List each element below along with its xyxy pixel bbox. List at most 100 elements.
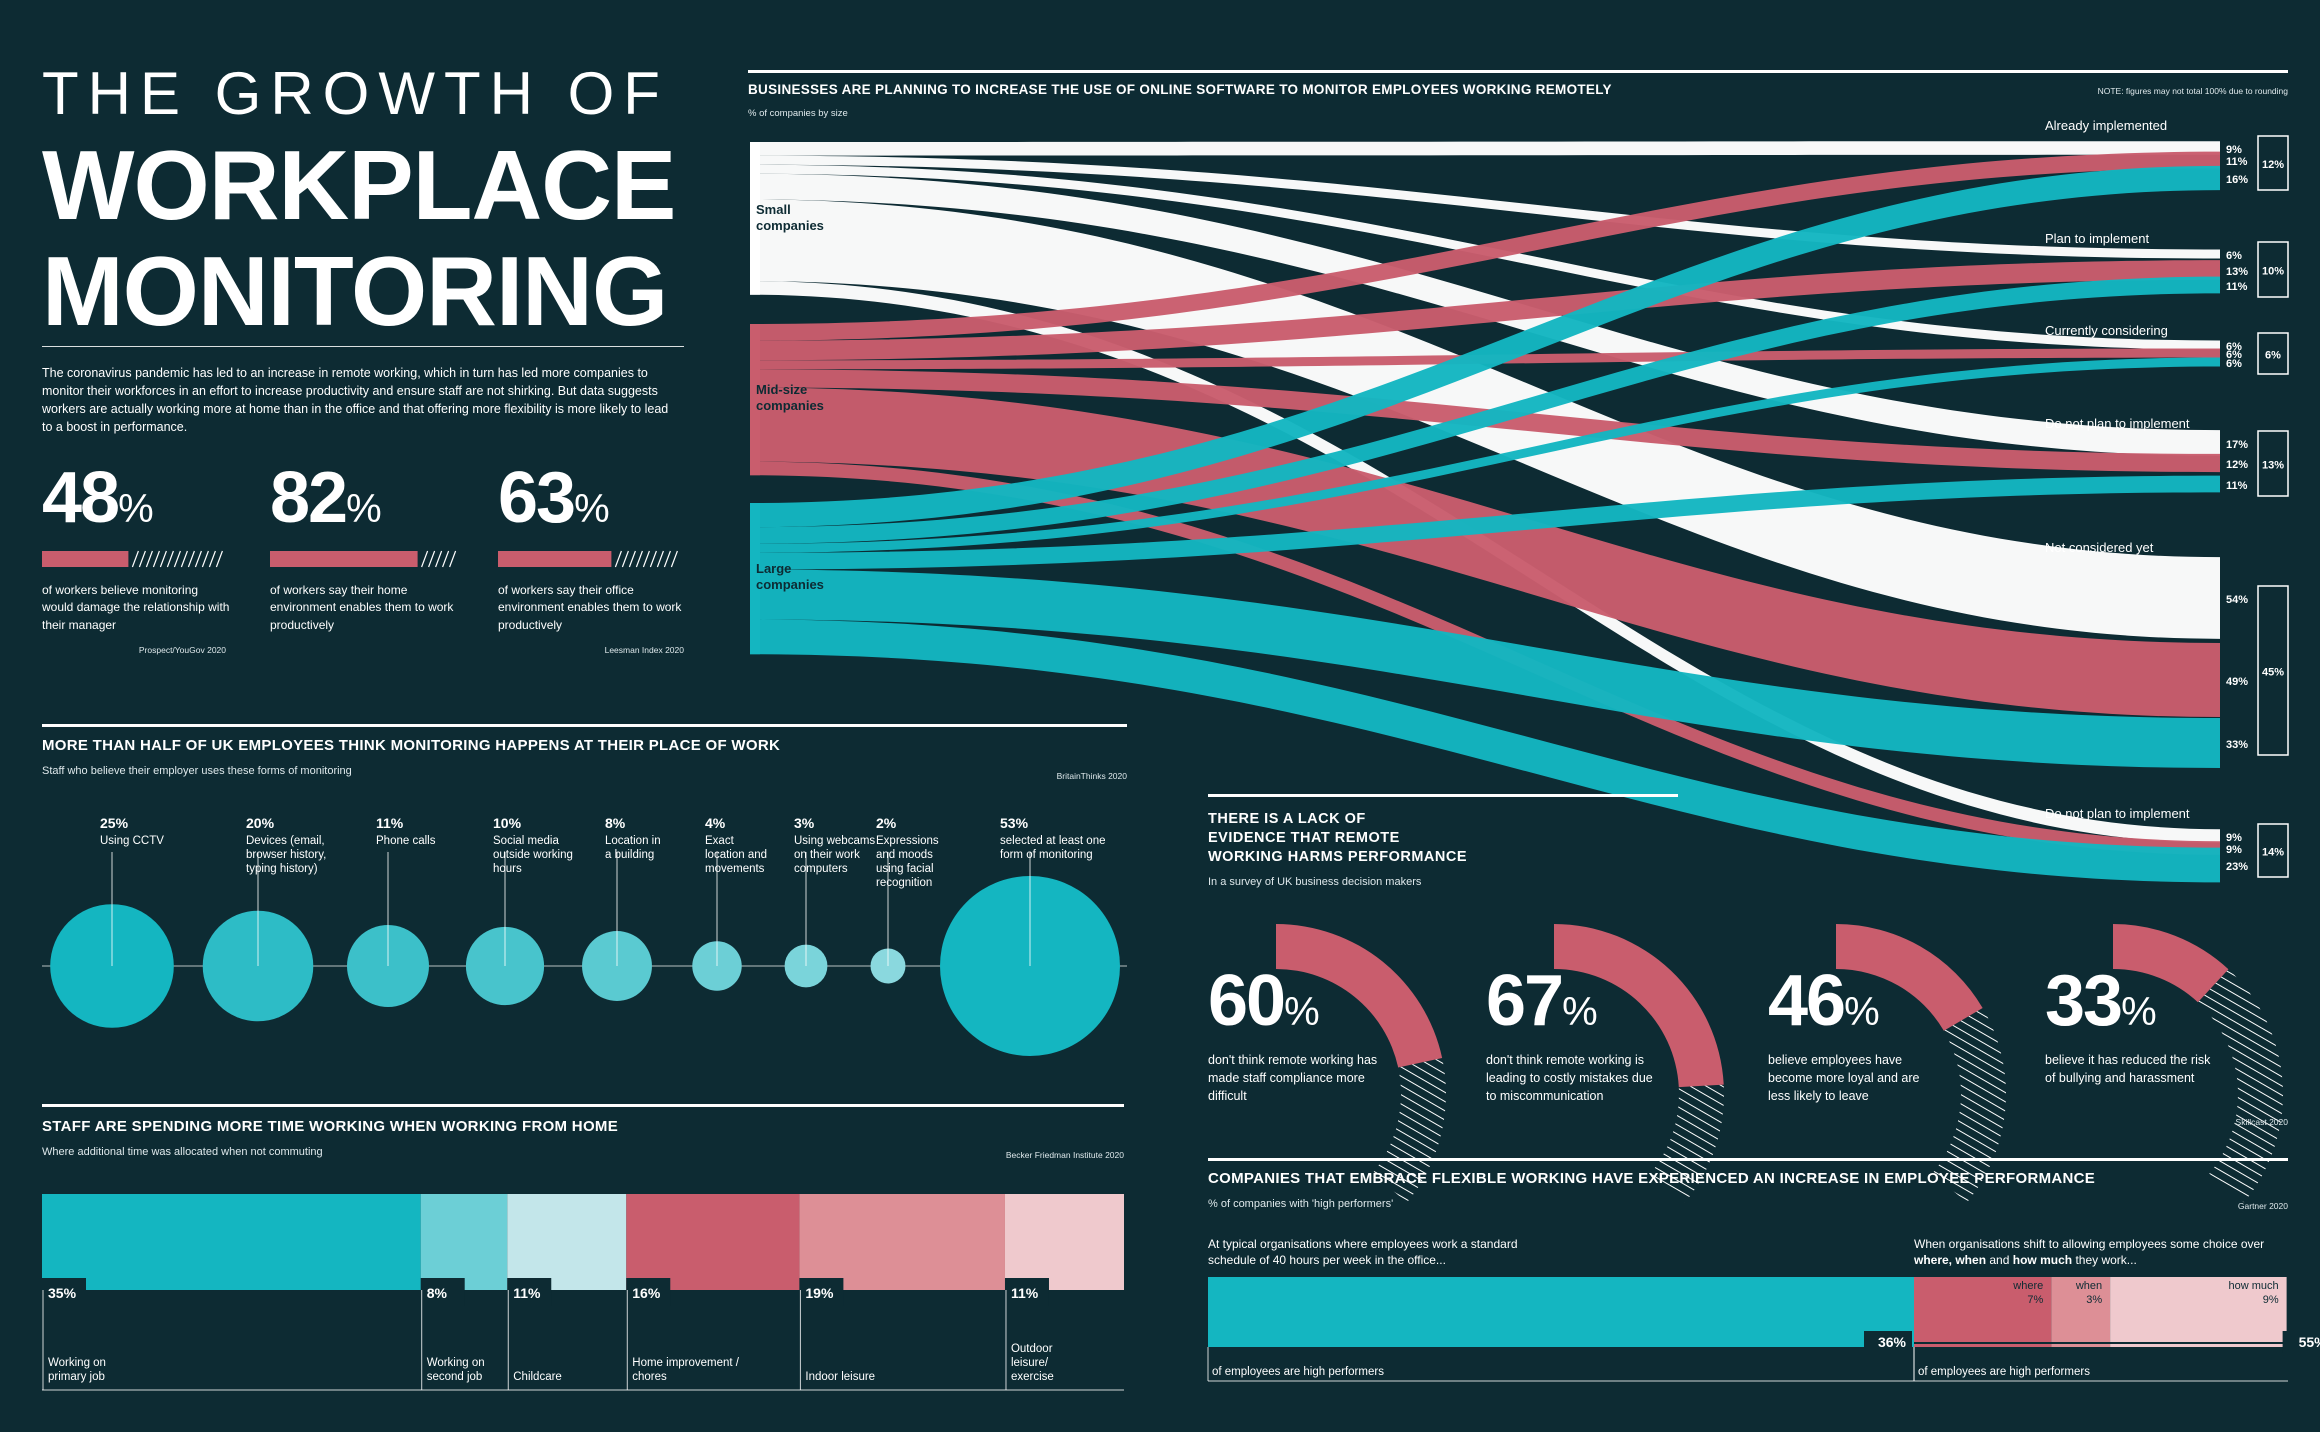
time-bar-label-bg [799, 1278, 844, 1306]
stat-percent-sign: % [574, 487, 610, 531]
evidence-arc-fill [1554, 924, 1724, 1088]
evidence-subtitle: In a survey of UK business decision make… [1208, 876, 1422, 888]
sankey-flow-mid-size-companies-1 [750, 151, 2220, 341]
evidence-arc-fill [1836, 924, 1983, 1031]
flex-left-text: At typical organisations where employees… [1208, 1237, 1518, 1268]
time-subtitle: Where additional time was allocated when… [42, 1146, 323, 1158]
evidence-text: believe employees have become more loyal… [1768, 1053, 1920, 1104]
hatch-line [159, 550, 167, 568]
evidence-arc-hatch [1650, 1084, 1725, 1203]
sankey-value-label: 6% [2226, 358, 2242, 370]
sankey-value-label: 9% [2226, 844, 2242, 856]
bubble-category-label: Social media [493, 835, 559, 847]
hatch-line [449, 550, 457, 568]
evidence-item-4: 33% believe it has reduced the risk of bu… [2045, 965, 2265, 1087]
sankey-total-bracket [2257, 430, 2289, 497]
sankey-flow-large-companies-4 [750, 475, 2220, 570]
bubble-category-label: Phone calls [376, 835, 436, 847]
evidence-text: don't think remote working has made staf… [1208, 1053, 1378, 1104]
sankey-flow-large-companies-6 [750, 619, 2220, 883]
flex-segment-value: 3% [2086, 1294, 2102, 1306]
flex-right-text-a: When organisations shift to allowing emp… [1914, 1237, 2265, 1251]
hatch-line [194, 550, 202, 568]
sankey-value-label: 11% [2226, 156, 2248, 168]
bubble-value-label: 2% [876, 815, 897, 831]
monitoring-source: BritainThinks 2020 [1056, 771, 1127, 781]
evidence-rule [1208, 794, 1678, 797]
stat-number: 82% [270, 462, 460, 534]
evidence-percent-sign: % [2121, 990, 2157, 1034]
time-bar-label-bg [42, 1278, 86, 1306]
flex-right-text-b: where, when [1914, 1253, 1987, 1268]
hatch-line [152, 550, 160, 568]
stat-bar-fill [498, 551, 612, 567]
evidence-arc-fill [2113, 924, 2229, 1003]
bubble-category-label: Exact [705, 835, 735, 847]
bubble-value-label: 8% [605, 815, 626, 831]
time-bar-segment [42, 1194, 421, 1290]
sankey-value-label: 49% [2226, 676, 2248, 688]
time-bar-segment [507, 1194, 627, 1290]
flex-segment-label: where [2012, 1280, 2043, 1292]
sankey-sources: SmallcompaniesMid-sizecompaniesLargecomp… [750, 142, 824, 655]
bubble-category-label: Using webcams [794, 835, 875, 847]
bubble-value-label: 4% [705, 815, 726, 831]
stat-text: of workers say their home environment en… [270, 583, 454, 632]
hatch-line [138, 550, 146, 568]
sankey-total-bracket [2257, 585, 2289, 756]
time-bar-segment [1004, 1194, 1124, 1290]
hatch-line [628, 550, 636, 568]
hatch-line [173, 550, 181, 568]
hatch-line [187, 550, 195, 568]
flex-right-label-bg [2282, 1331, 2320, 1353]
monitoring-rule [42, 724, 1127, 727]
sankey-target-label: Do not plan to implement [2045, 416, 2190, 431]
time-bar-value-label: 19% [805, 1285, 834, 1301]
time-rule [42, 1104, 1124, 1107]
bubble-category-label: and moods [876, 849, 933, 861]
bubble-category-label: Devices (email, [246, 835, 325, 847]
sankey-value-label: 6% [2226, 341, 2242, 353]
bubble-category-label: form of monitoring [1000, 849, 1093, 861]
flex-segment-where [1914, 1277, 2052, 1347]
hatch-line [428, 550, 436, 568]
stats-source-2: Leesman Index 2020 [604, 645, 684, 655]
sankey-source-bar [750, 324, 760, 476]
time-bar-chart: 35% Working on primary job 8% Working on seco… [42, 1194, 1124, 1391]
stat-text: of workers say their office environment … [498, 583, 682, 632]
bubble-category-label: a building [605, 849, 654, 861]
flex-segment-how-much [2110, 1277, 2287, 1347]
hatch-line [421, 550, 429, 568]
evidence-number: 46% [1768, 965, 1988, 1037]
stat-value: 82 [270, 458, 348, 538]
evidence-value: 33 [2045, 961, 2123, 1041]
flex-segment-value: 9% [2263, 1294, 2279, 1306]
time-title: STAFF ARE SPENDING MORE TIME WORKING WHE… [42, 1118, 619, 1135]
sankey-source-label: companies [756, 577, 824, 592]
bubble-value-label: 25% [100, 815, 129, 831]
stats-source-1: Prospect/YouGov 2020 [138, 645, 226, 655]
evidence-title: THERE IS A LACK OF EVIDENCE THAT REMOTE … [1208, 810, 1467, 867]
sankey-source-label: companies [756, 398, 824, 413]
time-bar-category-label: exercise [1011, 1371, 1054, 1383]
bubble-category-label: hours [493, 863, 522, 875]
flex-right-text: When organisations shift to allowing emp… [1914, 1236, 2294, 1268]
sankey-value-label: 9% [2226, 144, 2242, 156]
evidence-item-2: 67% don't think remote working is leading… [1486, 965, 1706, 1105]
flex-left-value: 36% [1878, 1334, 1907, 1350]
time-bar-category-label: primary job [48, 1371, 105, 1383]
sankey-total-label: 45% [2262, 667, 2284, 679]
evidence-arc-hatch [2197, 969, 2283, 1203]
bubble-value-label: 11% [376, 815, 404, 831]
hatch-line [201, 550, 209, 568]
bubble-category-label: Expressions [876, 835, 939, 847]
hatch-line [215, 550, 223, 568]
evidence-value: 67 [1486, 961, 1564, 1041]
sankey-source-bar [750, 142, 760, 295]
flex-left-label-bg [1864, 1331, 1912, 1353]
sankey-value-label: 6% [2226, 349, 2242, 361]
monitoring-bubble-chart: 25% Using CCTV 20% Devices (email, browser h… [42, 815, 1127, 1056]
